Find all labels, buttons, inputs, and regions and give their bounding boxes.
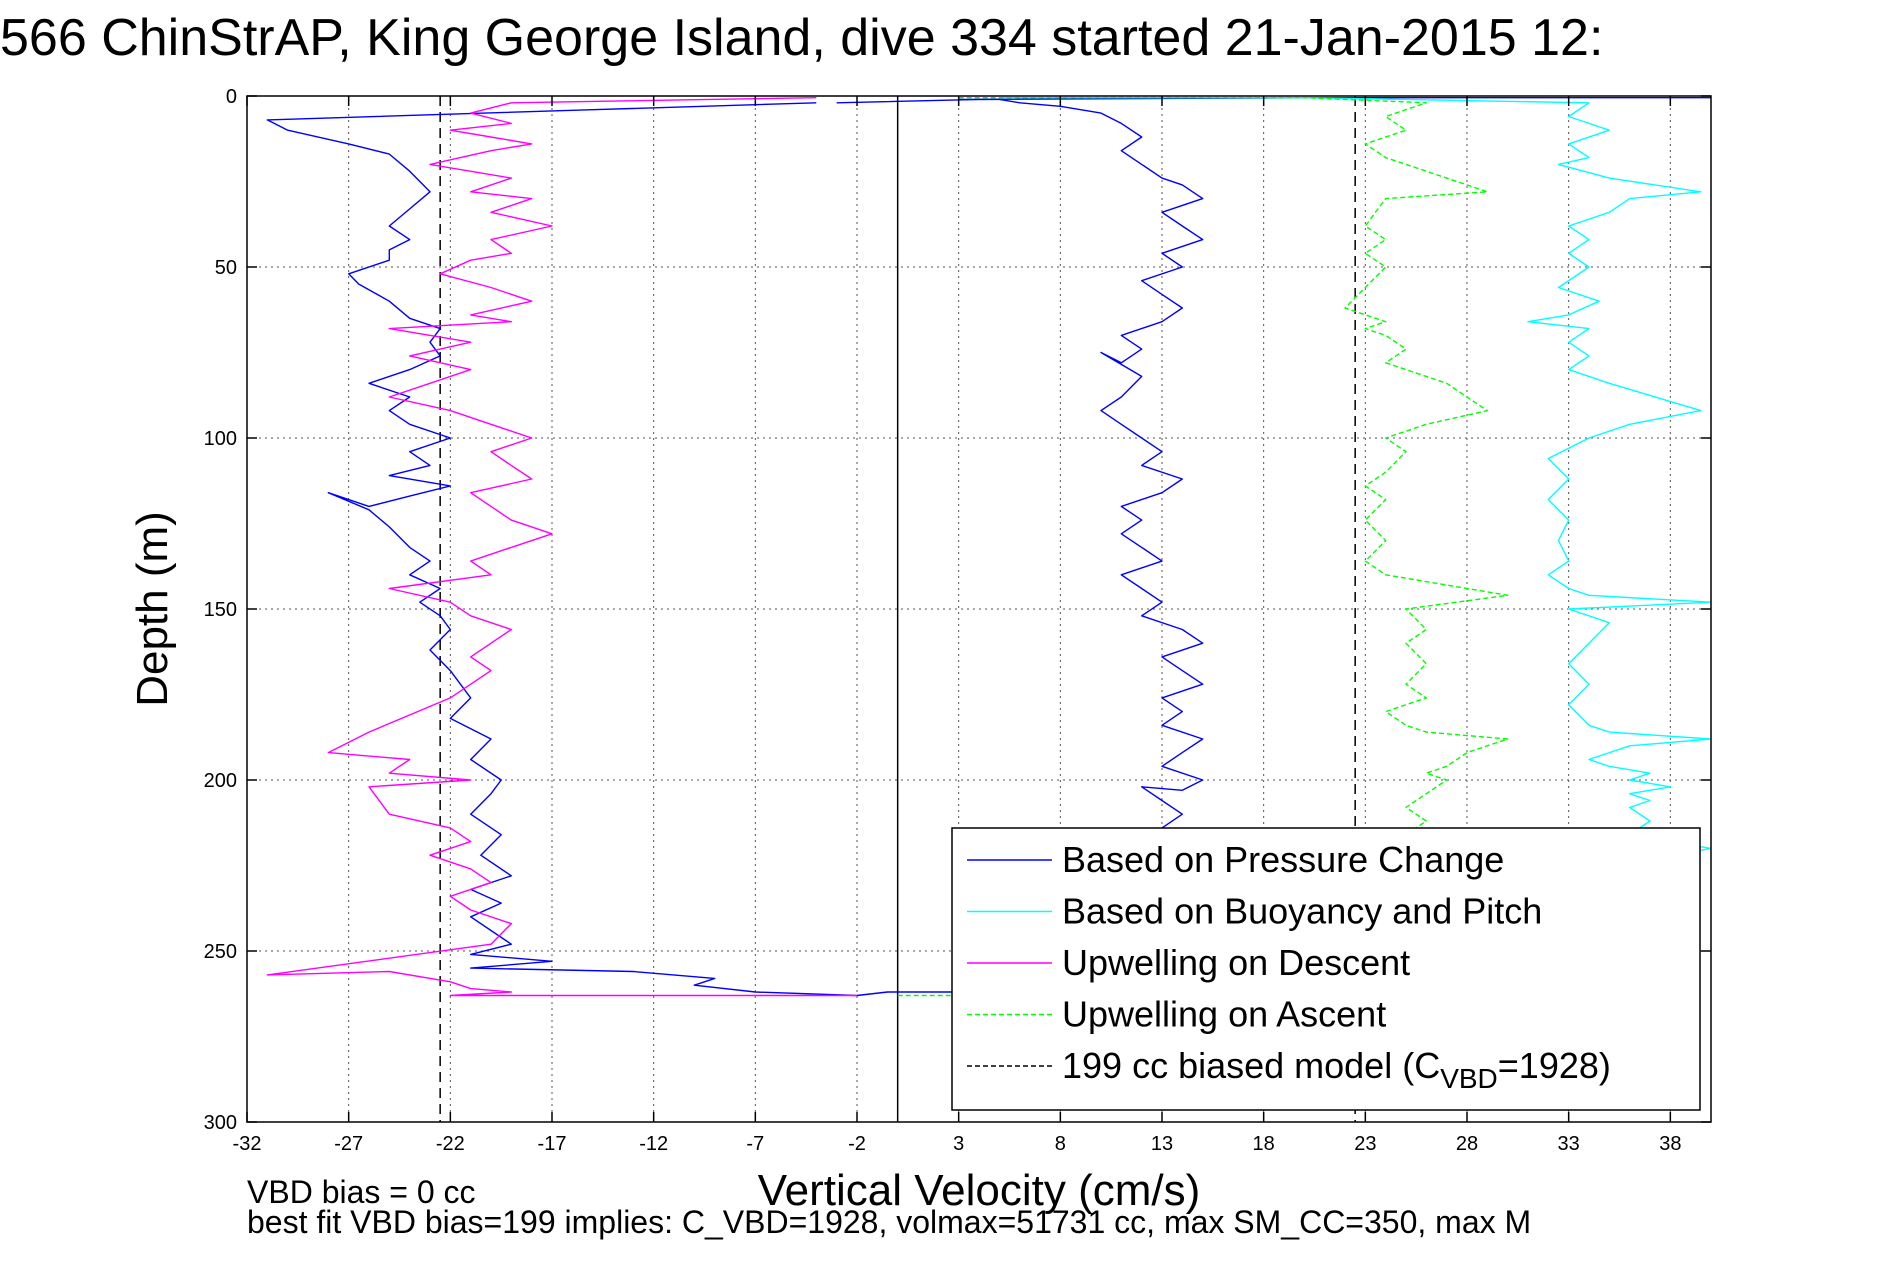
legend-label-main: Upwelling on Descent [1062,942,1410,983]
series-line-1 [958,98,1204,829]
x-tick-label: -22 [436,1133,465,1155]
x-tick-label: -17 [538,1133,567,1155]
x-tick-label: 38 [1659,1133,1681,1155]
legend-box [951,827,1701,1111]
legend-label-main: 199 cc biased model (C [1062,1045,1440,1086]
legend-label-4: Upwelling on Ascent [1062,994,1386,1035]
legend-label-main: Based on Buoyancy and Pitch [1062,891,1542,932]
y-tick-label: 200 [204,770,237,792]
x-tick-label: 18 [1253,1133,1275,1155]
legend-label-end: =1928) [1498,1045,1611,1086]
y-axis-label: Depth (m) [128,511,177,707]
legend-label-main: Based on Pressure Change [1062,839,1504,880]
series-line-2 [999,96,1712,863]
legend-label-5: 199 cc biased model (CVBD=1928) [1062,1045,1611,1094]
x-tick-label: -12 [639,1133,668,1155]
series-line-1 [266,102,858,997]
series-line-1 [836,96,1711,104]
vbd-bias-note: VBD bias = 0 cc [247,1174,476,1210]
legend: Based on Pressure Change Based on Buoyanc… [951,827,1701,1111]
x-tick-label: 33 [1558,1133,1580,1155]
y-tick-label: 300 [204,1112,237,1134]
legend-label-3: Upwelling on Descent [1062,942,1410,983]
x-axis-label: Vertical Velocity (cm/s) [758,1166,1201,1215]
best-fit-note: best fit VBD bias=199 implies: C_VBD=192… [247,1204,1532,1240]
series-line-3 [266,97,857,997]
x-tick-label: -32 [233,1133,262,1155]
series-layer [266,96,1712,997]
legend-label-main: Upwelling on Ascent [1062,994,1386,1035]
x-tick-label: -7 [746,1133,764,1155]
x-tick-label: -2 [848,1133,866,1155]
y-tick-label: 100 [204,428,237,450]
y-tick-label: 50 [215,257,237,279]
series-line-1 [856,991,959,997]
y-tick-label: 0 [226,86,237,108]
x-tick-label: -27 [334,1133,363,1155]
x-tick-label: 8 [1055,1133,1066,1155]
x-tick-label: 23 [1354,1133,1376,1155]
x-tick-label: 28 [1456,1133,1478,1155]
x-tick-label: 13 [1151,1133,1173,1155]
legend-label-1: Based on Pressure Change [1062,839,1504,880]
series-line-4 [958,96,1509,836]
y-tick-label: 150 [204,599,237,621]
chart-title: 566 ChinStrAP, King George Island, dive … [0,9,1604,67]
y-tick-label: 250 [204,941,237,963]
legend-label-2: Based on Buoyancy and Pitch [1062,891,1542,932]
tick-layer: -32 -27 -22 -17 -12 -7 -2 3 8 13 18 23 28 33 380501001… [204,86,1711,1155]
legend-label-subscript: VBD [1440,1063,1498,1094]
x-tick-label: 3 [953,1133,964,1155]
